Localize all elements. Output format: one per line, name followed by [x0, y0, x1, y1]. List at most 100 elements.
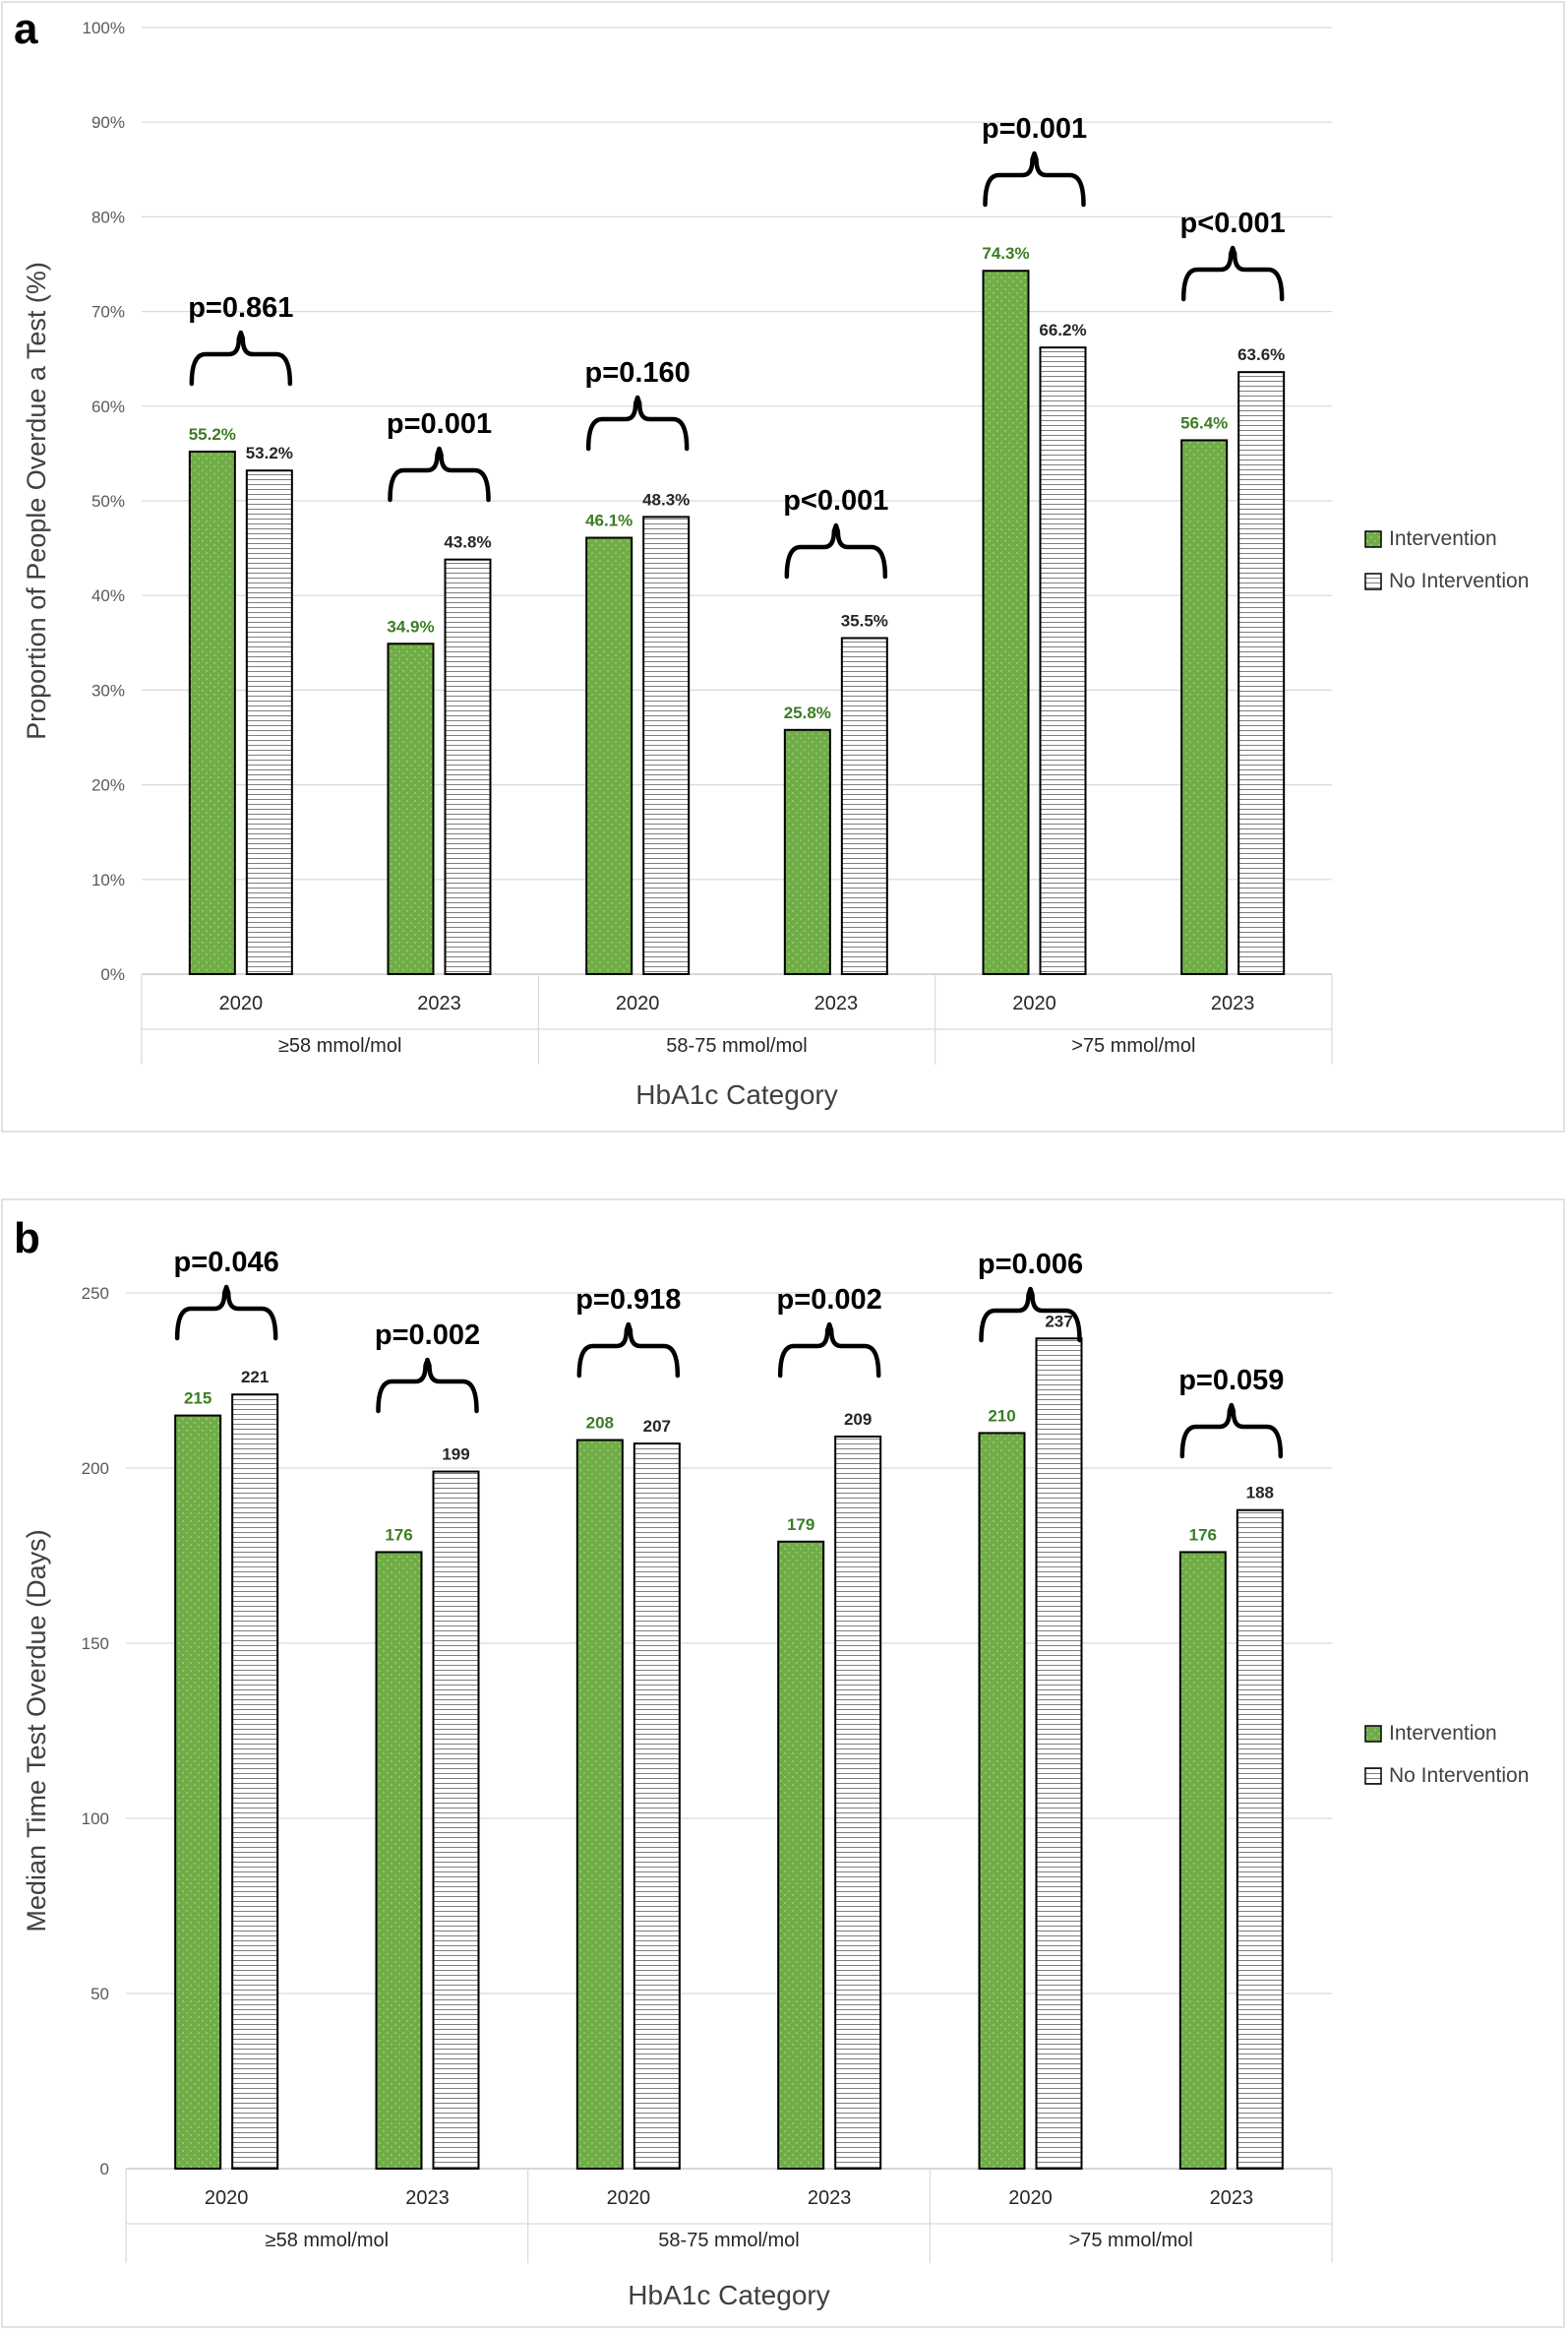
chart-panel-b: b 0 50 100 150 200 250 Median Time Test Overdue…	[1, 1198, 1565, 2328]
y-tick-label: 100	[82, 1809, 109, 1828]
significance-bracket	[376, 1357, 479, 1414]
legend: Intervention No Intervention	[1364, 527, 1529, 592]
data-label-no-intervention: 53.2%	[246, 444, 293, 462]
legend-swatch-no-intervention	[1364, 1767, 1382, 1785]
significance-bracket	[983, 151, 1086, 208]
y-tick-label: 80%	[91, 208, 125, 226]
category-label: 2020	[219, 993, 264, 1014]
p-value-label: p=0.861	[188, 292, 293, 324]
group-label: ≥58 mmol/mol	[278, 1035, 401, 1057]
data-label-no-intervention: 48.3%	[642, 490, 690, 509]
category-label: 2020	[1012, 993, 1056, 1014]
legend-label-intervention: Intervention	[1389, 1722, 1497, 1745]
bar-no-intervention	[1039, 346, 1087, 975]
legend-swatch-intervention	[1364, 1725, 1382, 1743]
y-tick-label: 20%	[91, 776, 125, 795]
legend-swatch-no-intervention	[1364, 573, 1382, 590]
significance-bracket	[174, 1284, 278, 1341]
bar-no-intervention	[633, 1442, 681, 2170]
y-tick-label: 250	[82, 1284, 109, 1303]
data-label-no-intervention: 188	[1246, 1484, 1274, 1502]
significance-bracket	[784, 522, 888, 580]
bar-intervention	[375, 1551, 423, 2170]
y-tick-label: 50%	[91, 492, 125, 511]
bar-no-intervention	[245, 469, 293, 975]
category-label: 2023	[417, 993, 461, 1014]
bar-intervention	[575, 1439, 624, 2170]
data-label-no-intervention: 199	[442, 1445, 469, 1464]
bar-intervention	[783, 728, 831, 976]
bar-intervention	[777, 1540, 825, 2170]
y-tick-label: 60%	[91, 398, 125, 416]
group-label: 58-75 mmol/mol	[666, 1035, 807, 1057]
data-label-intervention: 25.8%	[784, 704, 831, 722]
significance-bracket	[979, 1286, 1082, 1343]
bar-no-intervention	[1236, 1508, 1284, 2170]
y-tick-label: 10%	[91, 871, 125, 889]
category-label: 2020	[607, 2187, 651, 2209]
data-label-no-intervention: 35.5%	[841, 611, 888, 630]
p-value-label: p<0.001	[783, 485, 888, 517]
data-label-no-intervention: 43.8%	[444, 533, 491, 552]
legend-label-intervention: Intervention	[1389, 527, 1497, 550]
x-axis-title: HbA1c Category	[628, 2280, 829, 2310]
data-label-intervention: 179	[787, 1515, 814, 1534]
group-label: 58-75 mmol/mol	[658, 2230, 799, 2251]
bar-intervention	[978, 1432, 1026, 2170]
y-tick-label: 50	[90, 1985, 109, 2003]
significance-bracket	[585, 395, 690, 452]
p-value-label: p=0.160	[585, 357, 691, 389]
chart-panel-a: a 0% 10% 20% 30% 40% 50% 60% 70% 80% 90% 100% Propor…	[1, 1, 1565, 1133]
category-label: 2023	[808, 2187, 852, 2209]
data-label-intervention: 210	[988, 1406, 1015, 1425]
bar-intervention	[585, 536, 633, 975]
panel-letter: a	[14, 5, 38, 53]
data-label-intervention: 176	[1189, 1525, 1217, 1544]
data-label-no-intervention: 237	[1045, 1312, 1072, 1330]
significance-bracket	[576, 1321, 681, 1379]
group-label: >75 mmol/mol	[1069, 2230, 1193, 2251]
data-label-intervention: 176	[385, 1525, 412, 1544]
y-tick-label: 0	[100, 2160, 109, 2178]
y-axis-title: Proportion of People Overdue a Test (%)	[22, 262, 51, 740]
category-label: 2023	[1211, 993, 1255, 1014]
bar-intervention	[1178, 1551, 1227, 2170]
data-label-intervention: 208	[586, 1414, 614, 1433]
y-tick-label: 40%	[91, 586, 125, 605]
group-label: ≥58 mmol/mol	[266, 2230, 389, 2251]
bar-intervention	[982, 270, 1030, 975]
p-value-label: p<0.001	[1180, 208, 1286, 239]
y-tick-label: 90%	[91, 113, 125, 132]
category-label: 2023	[814, 993, 859, 1014]
panel-letter: b	[14, 1214, 40, 1262]
p-value-label: p=0.006	[978, 1249, 1083, 1280]
bar-no-intervention	[834, 1435, 882, 2170]
y-tick-label: 100%	[83, 19, 125, 37]
category-label: 2020	[205, 2187, 249, 2209]
group-label: >75 mmol/mol	[1071, 1035, 1195, 1057]
panel-frame	[1, 1, 1565, 1133]
significance-bracket	[1180, 245, 1285, 302]
data-label-no-intervention: 209	[844, 1410, 872, 1429]
category-label: 2020	[1008, 2187, 1053, 2209]
bar-no-intervention	[642, 516, 691, 975]
legend-swatch-intervention	[1364, 530, 1382, 548]
category-label: 2020	[616, 993, 660, 1014]
bar-no-intervention	[444, 558, 492, 975]
x-axis-title: HbA1c Category	[635, 1079, 837, 1110]
significance-bracket	[388, 446, 491, 503]
significance-bracket	[189, 330, 293, 387]
p-value-label: p=0.002	[375, 1319, 480, 1351]
p-value-label: p=0.059	[1178, 1365, 1284, 1396]
data-label-intervention: 55.2%	[189, 425, 236, 444]
p-value-label: p=0.046	[174, 1247, 279, 1278]
bar-no-intervention	[231, 1393, 279, 2170]
bar-no-intervention	[1035, 1337, 1083, 2170]
data-label-no-intervention: 221	[241, 1368, 269, 1386]
y-axis-title: Median Time Test Overdue (Days)	[22, 1529, 51, 1931]
data-label-no-intervention: 63.6%	[1237, 345, 1285, 364]
bar-intervention	[387, 643, 435, 976]
p-value-label: p=0.001	[982, 113, 1087, 145]
